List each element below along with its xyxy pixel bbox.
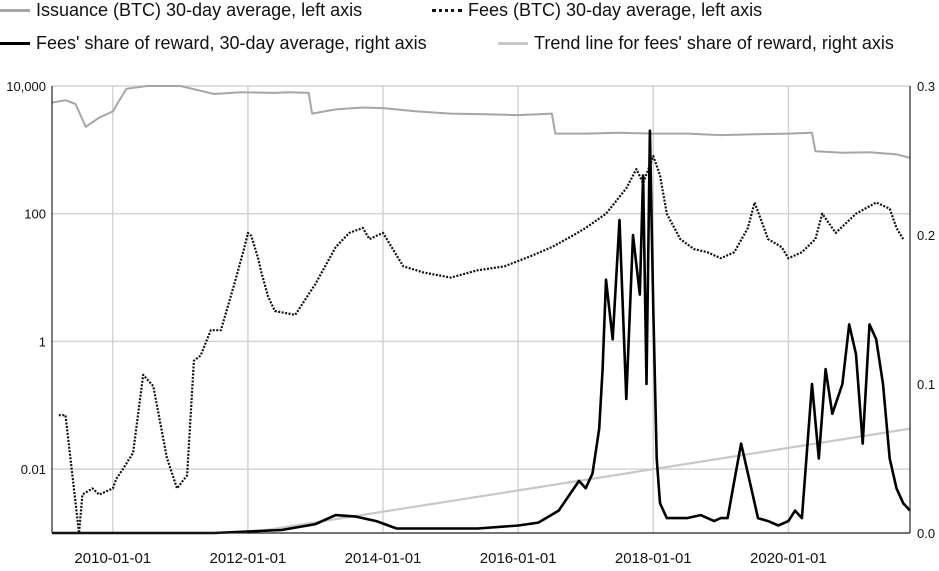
x-tick-label: 2020-01-01: [750, 550, 827, 567]
left-tick-label: 10,000: [6, 79, 46, 94]
legend-item-trend: Trend line for fees' share of reward, ri…: [498, 33, 894, 54]
series-line-fees: [58, 154, 905, 535]
right-tick-label: 0.3: [917, 79, 935, 94]
legend-item-fees: Fees (BTC) 30-day average, left axis: [432, 0, 762, 21]
right-tick-label: 0.0: [917, 526, 935, 541]
x-tick-label: 2016-01-01: [480, 550, 557, 567]
legend-item-issuance: Issuance (BTC) 30-day average, left axis: [0, 0, 362, 21]
x-tick-label: 2010-01-01: [74, 550, 151, 567]
chart-legend: Issuance (BTC) 30-day average, left axis…: [0, 0, 939, 60]
legend-swatch-issuance: [0, 9, 30, 12]
left-tick-label: 1: [39, 334, 46, 349]
legend-label-issuance: Issuance (BTC) 30-day average, left axis: [36, 0, 363, 20]
gridlines: [52, 85, 910, 533]
legend-swatch-fees: [432, 9, 462, 12]
legend-label-trend: Trend line for fees' share of reward, ri…: [534, 33, 894, 53]
legend-swatch-fees-share: [0, 42, 30, 45]
x-tick-label: 2018-01-01: [615, 550, 692, 567]
series-group: [51, 85, 911, 535]
legend-label-fees: Fees (BTC) 30-day average, left axis: [468, 0, 763, 20]
series-line-issuance: [51, 85, 911, 159]
series-line-fees-share: [52, 129, 911, 535]
x-tick-label: 2014-01-01: [345, 550, 422, 567]
left-tick-label: 100: [24, 207, 46, 222]
left-tick-label: 0.01: [21, 462, 46, 477]
legend-swatch-trend: [498, 42, 528, 45]
axes: 2010-01-01 2012-01-01 2014-01-01 2016-01-01…: [6, 79, 935, 567]
legend-item-fees-share: Fees' share of reward, 30-day average, r…: [0, 33, 427, 54]
legend-label-fees-share: Fees' share of reward, 30-day average, r…: [36, 33, 427, 53]
x-tick-label: 2012-01-01: [210, 550, 287, 567]
right-tick-label: 0.2: [917, 228, 935, 243]
right-tick-label: 0.1: [917, 377, 935, 392]
